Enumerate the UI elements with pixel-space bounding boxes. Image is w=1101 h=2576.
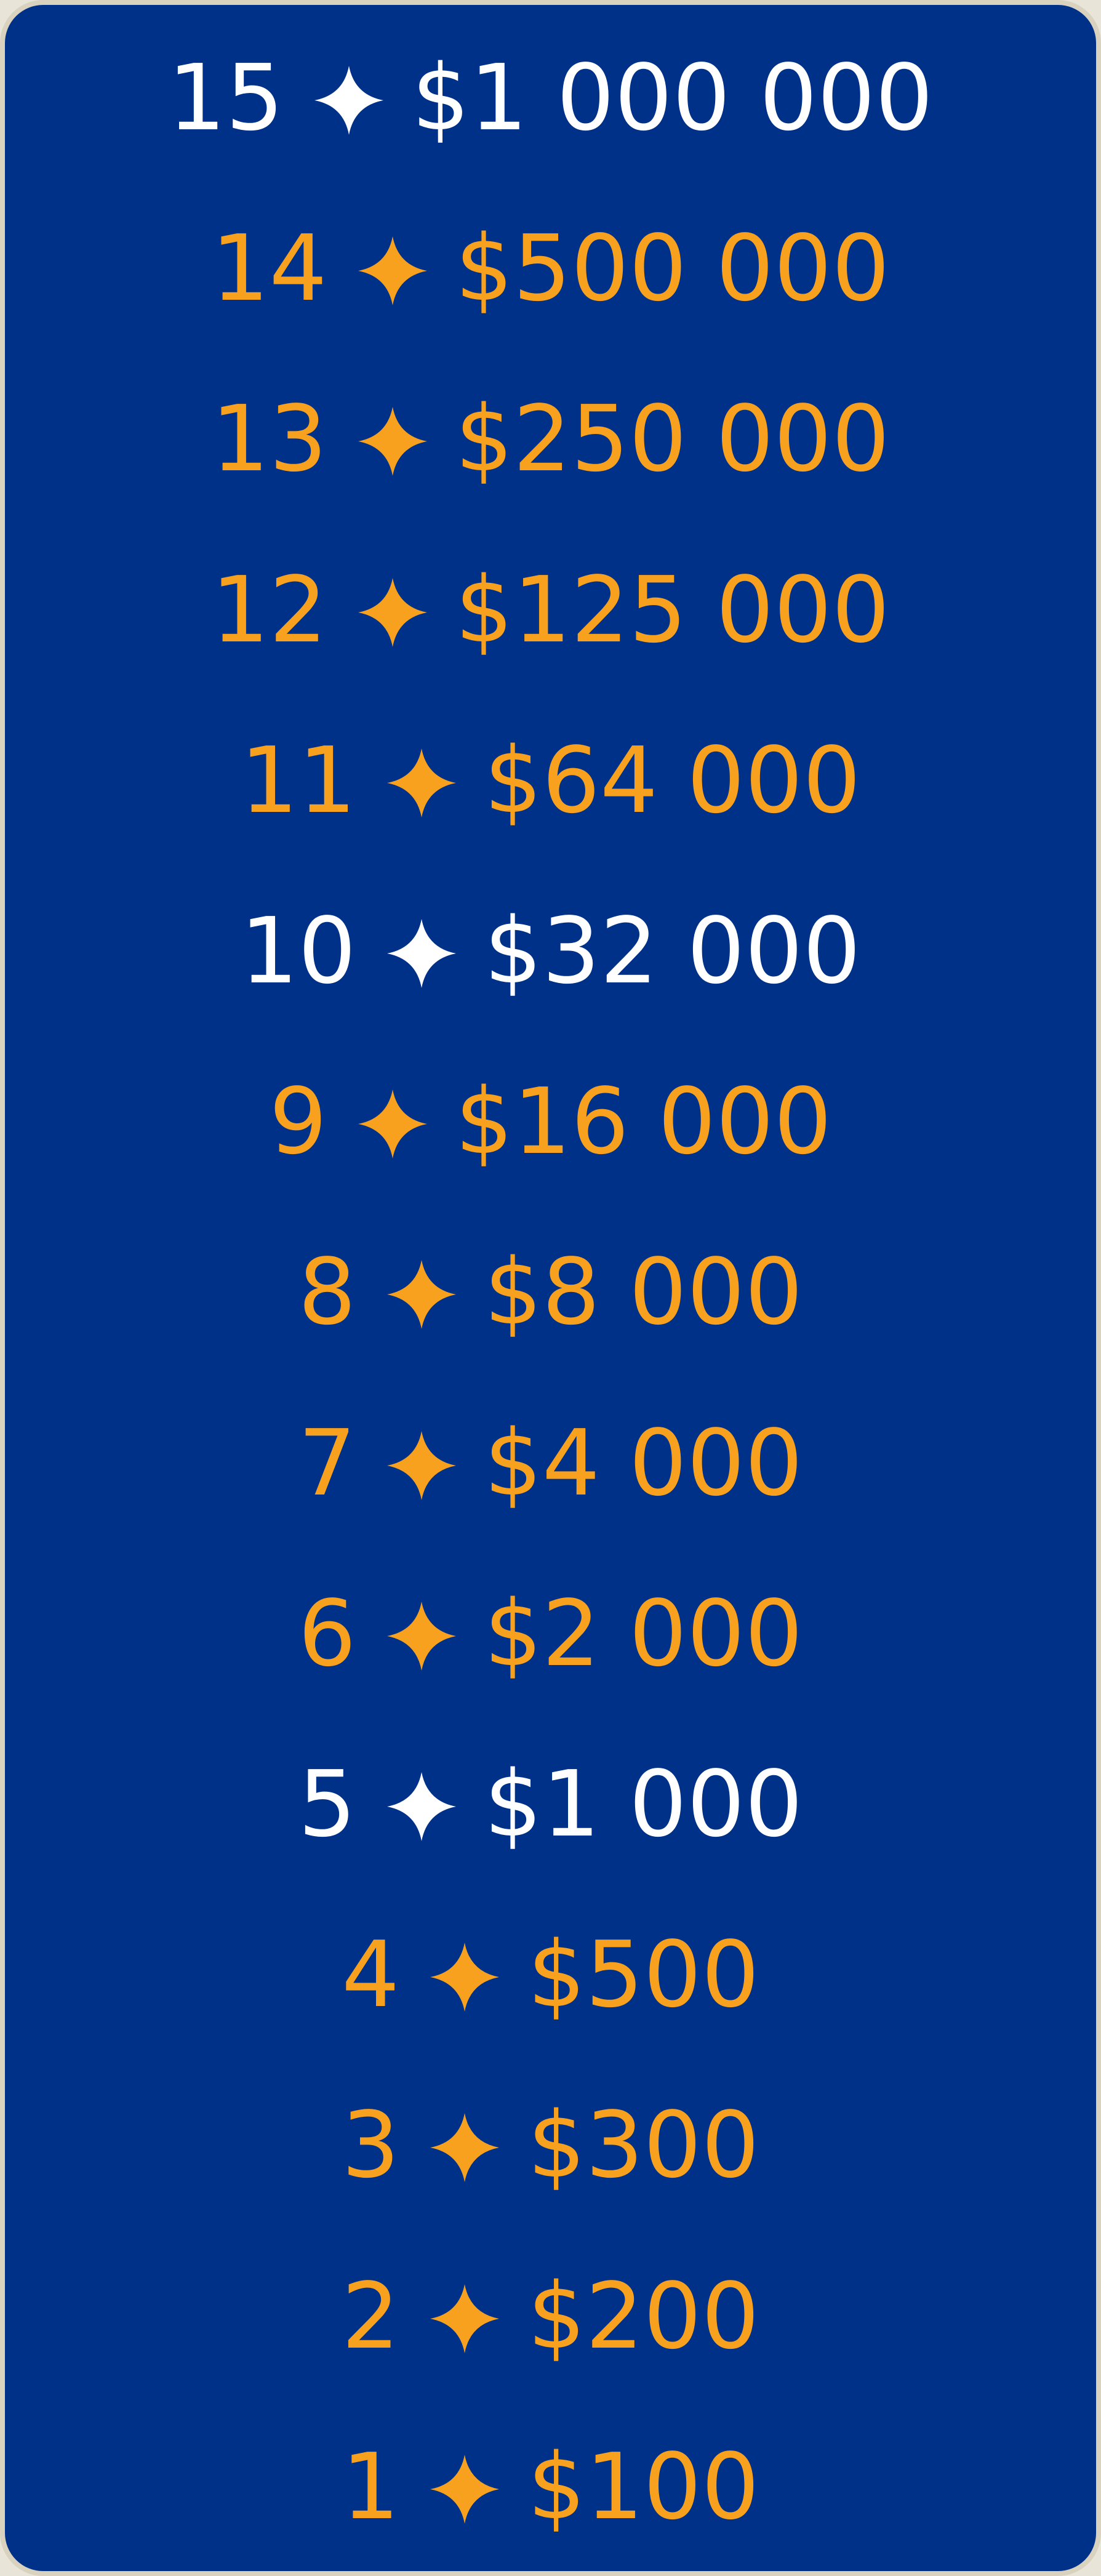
rung-prize: $500 000 (455, 215, 890, 322)
four-point-star-icon (358, 407, 427, 476)
rung-prize: $100 (527, 2433, 759, 2540)
rung-level: 1 (342, 2433, 400, 2540)
rung-level: 2 (342, 2263, 400, 2369)
four-point-star-icon (386, 1430, 456, 1500)
rung-level: 6 (298, 1580, 356, 1687)
rung-level: 9 (269, 1069, 327, 1175)
four-point-star-icon (430, 2113, 500, 2183)
rung-level: 11 (240, 727, 356, 833)
four-point-star-icon (430, 1943, 500, 2012)
rung-level: 8 (298, 1239, 356, 1346)
ladder-rung-5: 5 $1 000 (5, 1733, 1096, 1875)
rung-level: 7 (298, 1410, 356, 1516)
ladder-rung-3: 3 $300 (5, 2074, 1096, 2216)
four-point-star-icon (386, 919, 456, 989)
ladder-rung-15: 15 $1 000 000 (5, 27, 1096, 169)
rung-level: 5 (298, 1751, 356, 1858)
ladder-rung-14: 14 $500 000 (5, 198, 1096, 339)
four-point-star-icon (358, 1089, 427, 1159)
rung-prize: $300 (527, 2092, 759, 2199)
ladder-rung-8: 8 $8 000 (5, 1221, 1096, 1363)
rung-level: 3 (342, 2092, 400, 2199)
four-point-star-icon (358, 236, 427, 306)
rung-prize: $16 000 (455, 1069, 832, 1175)
ladder-rung-6: 6 $2 000 (5, 1563, 1096, 1704)
rung-level: 12 (211, 556, 327, 663)
rung-prize: $200 (527, 2263, 759, 2369)
four-point-star-icon (430, 2454, 500, 2524)
ladder-rung-2: 2 $200 (5, 2245, 1096, 2387)
four-point-star-icon (314, 66, 383, 135)
rung-level: 4 (342, 1922, 400, 2028)
rung-level: 10 (240, 898, 356, 1005)
rung-prize: $32 000 (484, 898, 861, 1005)
rung-prize: $1 000 (484, 1751, 803, 1858)
rung-prize: $125 000 (455, 556, 890, 663)
ladder-rung-4: 4 $500 (5, 1904, 1096, 2045)
ladder-rung-13: 13 $250 000 (5, 368, 1096, 510)
rung-prize: $8 000 (484, 1239, 803, 1346)
rung-level: 13 (211, 386, 327, 492)
ladder-rung-1: 1 $100 (5, 2416, 1096, 2558)
four-point-star-icon (358, 577, 427, 647)
ladder-rung-7: 7 $4 000 (5, 1392, 1096, 1534)
rung-prize: $4 000 (484, 1410, 803, 1516)
rung-prize: $2 000 (484, 1580, 803, 1687)
ladder-rung-10: 10 $32 000 (5, 880, 1096, 1022)
four-point-star-icon (386, 748, 456, 817)
four-point-star-icon (430, 2284, 500, 2353)
four-point-star-icon (386, 1601, 456, 1671)
rung-prize: $500 (527, 1922, 759, 2028)
rung-level: 14 (211, 215, 327, 322)
ladder-rung-11: 11 $64 000 (5, 710, 1096, 851)
rung-prize: $64 000 (484, 727, 861, 833)
rung-level: 15 (167, 45, 284, 151)
four-point-star-icon (386, 1772, 456, 1842)
four-point-star-icon (386, 1260, 456, 1330)
rung-prize: $250 000 (455, 386, 890, 492)
ladder-rung-12: 12 $125 000 (5, 539, 1096, 681)
ladder-rung-9: 9 $16 000 (5, 1051, 1096, 1192)
rung-prize: $1 000 000 (411, 45, 934, 151)
